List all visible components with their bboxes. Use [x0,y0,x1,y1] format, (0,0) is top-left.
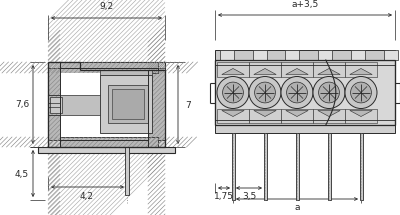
Text: 7,6: 7,6 [15,100,29,109]
Polygon shape [286,69,308,75]
Polygon shape [60,73,148,137]
Polygon shape [318,69,340,75]
Polygon shape [264,133,266,200]
Polygon shape [217,62,249,77]
Polygon shape [222,69,244,75]
Polygon shape [286,111,308,117]
Text: 1,75: 1,75 [214,192,234,201]
Polygon shape [345,62,377,77]
Polygon shape [313,109,345,123]
Polygon shape [217,109,249,123]
Text: a: a [294,203,300,212]
Circle shape [254,82,275,103]
Polygon shape [60,137,158,147]
Text: 4,5: 4,5 [15,169,29,178]
Polygon shape [112,89,144,119]
Polygon shape [100,70,152,75]
Polygon shape [254,111,276,117]
Circle shape [281,77,313,109]
Polygon shape [286,50,300,60]
Polygon shape [108,85,148,123]
Polygon shape [254,69,276,75]
Polygon shape [384,50,398,60]
Circle shape [217,77,249,109]
Polygon shape [60,68,158,140]
Polygon shape [350,111,372,117]
Polygon shape [38,147,175,153]
Circle shape [286,82,307,103]
Circle shape [222,82,243,103]
Circle shape [313,77,345,109]
Polygon shape [328,133,330,200]
Circle shape [345,77,377,109]
Polygon shape [48,62,165,147]
Circle shape [350,82,371,103]
Polygon shape [222,111,244,117]
Polygon shape [351,50,365,60]
Polygon shape [253,50,267,60]
Polygon shape [60,95,100,115]
Text: 9,2: 9,2 [99,3,113,11]
Polygon shape [125,147,129,195]
Polygon shape [48,68,60,140]
Polygon shape [281,62,313,77]
Polygon shape [350,69,372,75]
Polygon shape [148,68,165,140]
Polygon shape [215,50,395,60]
Polygon shape [249,62,281,77]
Text: 4,2: 4,2 [80,192,94,201]
Polygon shape [281,109,313,123]
Circle shape [319,82,339,103]
Polygon shape [360,133,362,200]
Polygon shape [296,133,298,200]
Text: a+3,5: a+3,5 [291,0,319,9]
Polygon shape [232,133,234,200]
Polygon shape [215,125,395,133]
Polygon shape [50,97,62,113]
Text: 3,5: 3,5 [242,192,256,201]
Text: 7: 7 [185,100,191,109]
Polygon shape [60,62,158,73]
Circle shape [249,77,281,109]
Polygon shape [313,62,345,77]
Polygon shape [318,50,332,60]
Polygon shape [345,109,377,123]
Polygon shape [249,109,281,123]
Polygon shape [215,60,395,125]
Polygon shape [220,50,234,60]
Polygon shape [318,111,340,117]
Polygon shape [100,75,152,133]
